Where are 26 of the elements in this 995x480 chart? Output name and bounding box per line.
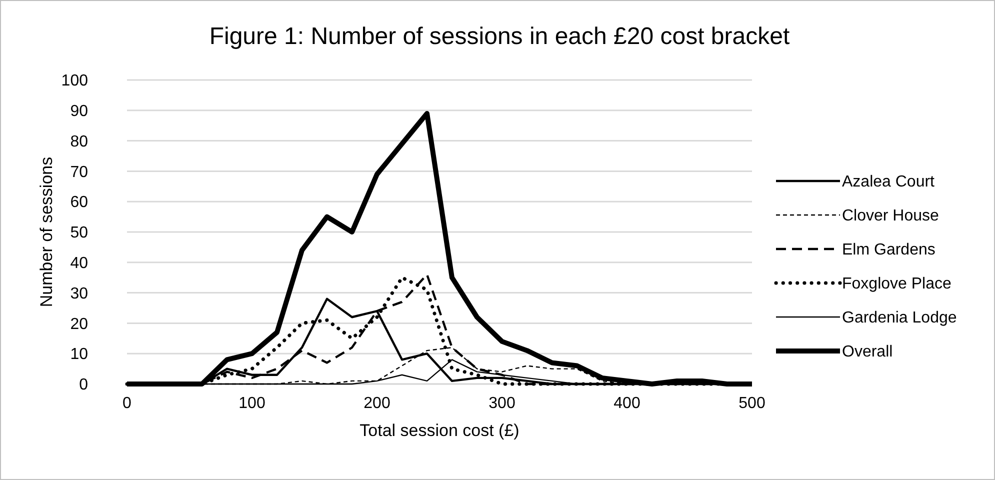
y-tick-label: 20 (70, 316, 88, 333)
x-axis-title: Total session cost (£) (360, 421, 520, 440)
y-tick-label: 10 (70, 346, 88, 364)
y-tick-label: 50 (70, 224, 88, 242)
y-tick-label: 60 (70, 194, 88, 212)
x-tick-label: 0 (122, 395, 132, 412)
x-tick-label: 300 (488, 395, 516, 412)
legend-label: Overall (842, 344, 893, 361)
x-tick-label: 500 (738, 395, 766, 412)
chart-title: Figure 1: Number of sessions in each £20 cost bracket (209, 23, 790, 50)
legend-label: Azalea Court (842, 174, 936, 191)
y-tick-label: 100 (61, 72, 88, 90)
legend-label: Gardenia Lodge (842, 310, 957, 327)
x-tick-label: 400 (614, 395, 640, 412)
y-tick-label: 90 (70, 103, 88, 120)
x-tick-label: 100 (238, 395, 266, 412)
legend-label: Foxglove Place (842, 276, 952, 293)
y-tick-label: 40 (70, 255, 88, 272)
y-tick-label: 80 (70, 133, 88, 150)
legend-label: Clover House (842, 208, 940, 225)
legend-label: Elm Gardens (842, 242, 936, 259)
y-tick-label: 70 (70, 164, 88, 181)
y-tick-label: 0 (79, 376, 88, 394)
y-axis-title: Number of sessions (37, 156, 56, 308)
x-tick-label: 200 (364, 395, 390, 412)
y-tick-label: 30 (70, 285, 88, 302)
